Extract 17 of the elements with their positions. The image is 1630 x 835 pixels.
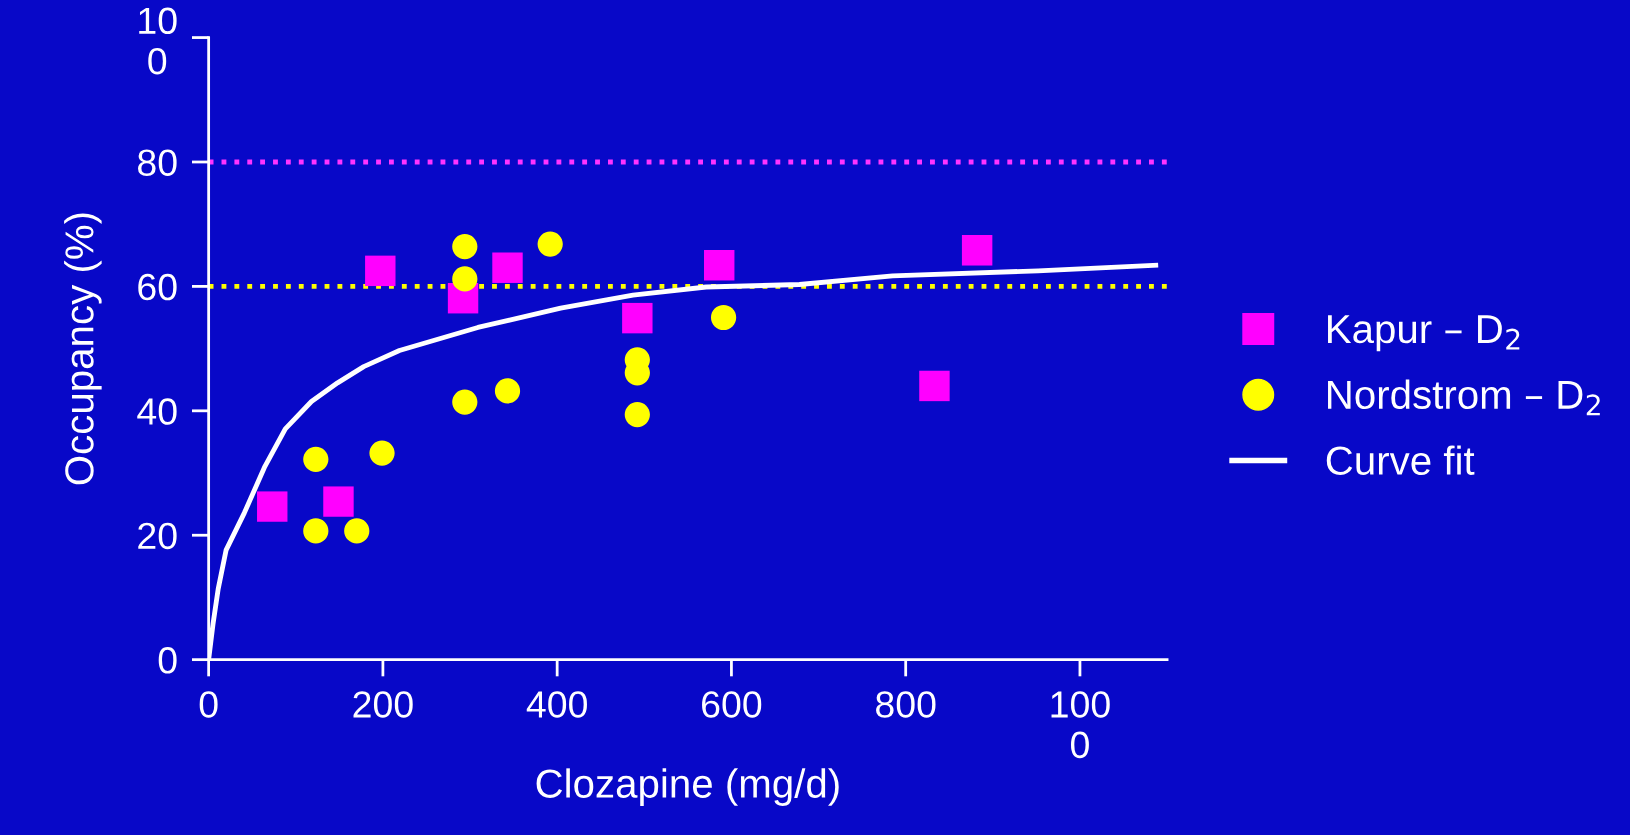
x-tick-label: 600: [702, 691, 762, 718]
x-tick-label: 200: [353, 691, 413, 718]
x-tick-label: 400: [526, 691, 587, 718]
y-tick-label: 20: [138, 522, 177, 550]
x-tick-label: 100 0: [1051, 691, 1110, 759]
y-tick-label: 60: [138, 273, 177, 301]
legend-label: Curve fit: [1326, 445, 1475, 475]
y-axis-title: Occupancy (%): [64, 213, 102, 485]
x-tick-label: 0: [199, 691, 218, 718]
legend-label: Kapur – D$_{2}$: [1328, 315, 1520, 352]
legend-label: Nordstrom – D$_{2}$: [1328, 379, 1600, 416]
y-tick-label: 80: [138, 149, 177, 176]
x-axis-title: Clozapine (mg/d): [536, 768, 839, 806]
x-tick-label: 800: [876, 691, 936, 718]
y-tick-label: 10 0: [139, 7, 177, 75]
y-tick-label: 40: [137, 398, 177, 425]
y-tick-label: 0: [158, 647, 177, 674]
